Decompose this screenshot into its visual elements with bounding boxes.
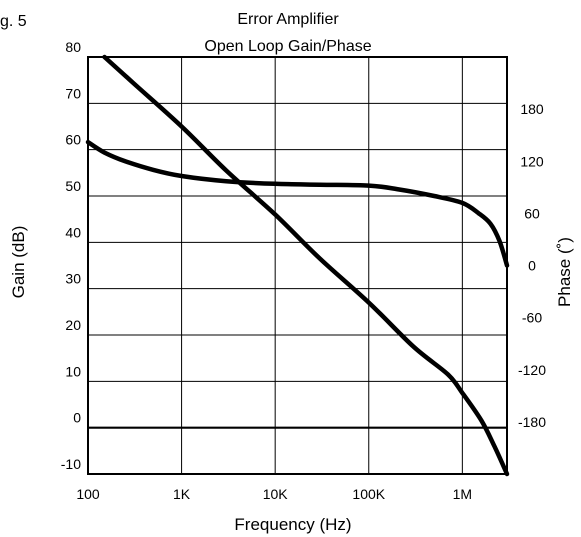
x-tick-label: 10K	[263, 486, 289, 502]
y-tick-label: 10	[65, 363, 81, 379]
gain-curve	[102, 54, 510, 477]
y2-tick-label: -120	[518, 362, 546, 378]
plot-grid	[87, 56, 507, 475]
y-tick-label: 60	[65, 132, 81, 148]
y-axis-label: Gain (dB)	[9, 226, 28, 299]
x-tick-label: 1K	[173, 486, 191, 502]
y2-tick-label: 120	[520, 153, 544, 169]
x-axis-label: Frequency (Hz)	[234, 515, 351, 534]
y-tick-label: -10	[61, 456, 81, 472]
y2-tick-label: -60	[522, 310, 542, 326]
x-tick-label: 100	[76, 486, 100, 502]
y-tick-label: 80	[65, 39, 81, 55]
chart-title: Error Amplifier	[237, 11, 339, 28]
phase-curve	[85, 139, 510, 268]
y-tick-label: 20	[65, 317, 81, 333]
y-tick-label: 50	[65, 178, 81, 194]
figure-label: g. 5	[0, 13, 27, 30]
y2-tick-label: 0	[528, 258, 536, 274]
plot-frame	[87, 56, 508, 475]
y-tick-label: 40	[65, 224, 81, 240]
y2-tick-label: 60	[524, 205, 540, 221]
series-curves	[85, 54, 510, 477]
y-tick-label: 70	[65, 85, 81, 101]
y2-axis-label: Phase (˚)	[555, 237, 574, 307]
x-tick-label: 100K	[352, 486, 385, 502]
y2-tick-label: 180	[520, 101, 544, 117]
x-tick-label: 1M	[453, 486, 472, 502]
y2-tick-label: -180	[518, 414, 546, 430]
tick-labels: 100 1K 10K 100K 1M80706050403020100-10180120…	[61, 39, 546, 502]
chart-subtitle: Open Loop Gain/Phase	[204, 38, 371, 55]
y-tick-label: 0	[73, 410, 81, 426]
y-tick-label: 30	[65, 271, 81, 287]
